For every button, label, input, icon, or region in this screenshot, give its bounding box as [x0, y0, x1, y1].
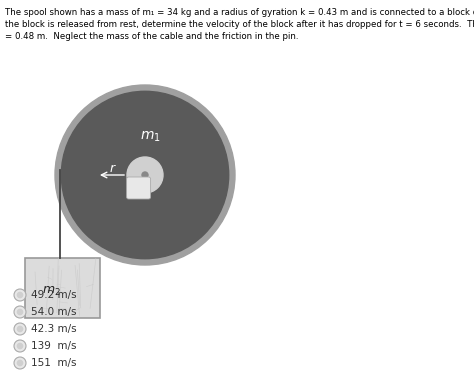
Circle shape	[17, 292, 23, 298]
Circle shape	[17, 343, 23, 349]
Text: 49.2 m/s: 49.2 m/s	[31, 290, 77, 300]
Text: $m_2$: $m_2$	[42, 285, 61, 297]
Circle shape	[14, 289, 26, 301]
Circle shape	[14, 306, 26, 318]
Circle shape	[17, 326, 23, 332]
Circle shape	[14, 323, 26, 335]
Circle shape	[127, 157, 163, 193]
Text: $m_1$: $m_1$	[140, 130, 160, 144]
Circle shape	[17, 360, 23, 366]
Circle shape	[14, 357, 26, 369]
Bar	[25, 258, 100, 318]
Circle shape	[17, 309, 23, 315]
Text: the block is released from rest, determine the velocity of the block after it ha: the block is released from rest, determi…	[5, 20, 474, 29]
Circle shape	[14, 340, 26, 352]
Text: r: r	[109, 162, 115, 174]
Circle shape	[55, 85, 235, 265]
Text: The spool shown has a mass of m₁ = 34 kg and a radius of gyration k = 0.43 m and: The spool shown has a mass of m₁ = 34 kg…	[5, 8, 474, 17]
Text: 42.3 m/s: 42.3 m/s	[31, 324, 77, 334]
Circle shape	[142, 172, 148, 178]
Text: = 0.48 m.  Neglect the mass of the cable and the friction in the pin.: = 0.48 m. Neglect the mass of the cable …	[5, 32, 299, 41]
Circle shape	[61, 91, 228, 259]
Text: 54.0 m/s: 54.0 m/s	[31, 307, 76, 317]
Text: 151  m/s: 151 m/s	[31, 358, 76, 368]
FancyBboxPatch shape	[127, 177, 151, 199]
Text: 139  m/s: 139 m/s	[31, 341, 76, 351]
